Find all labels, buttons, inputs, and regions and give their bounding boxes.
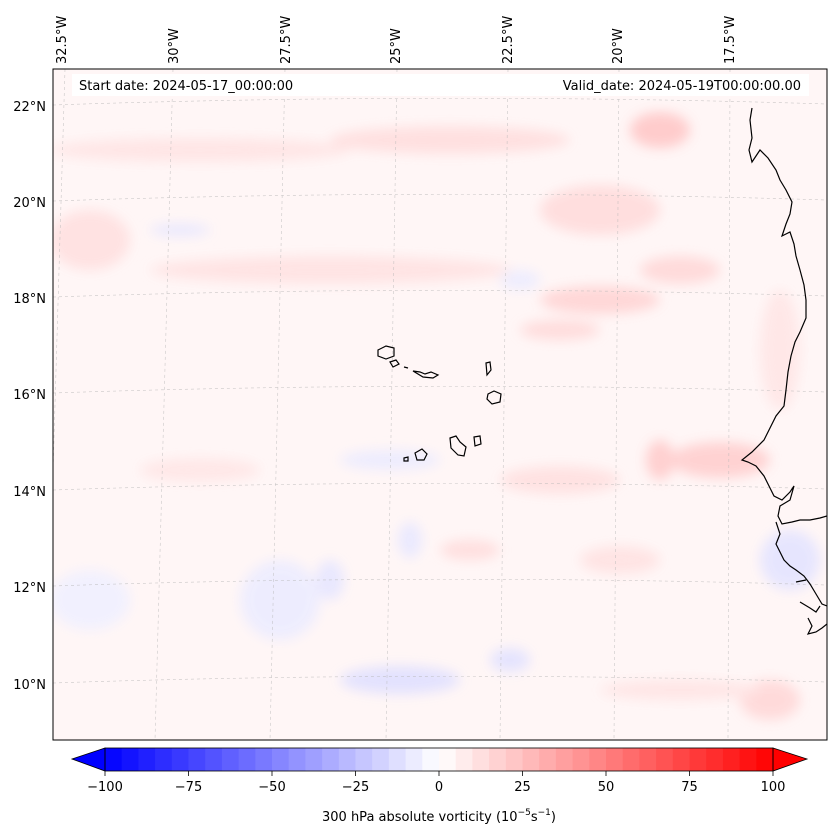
colorbar-segment bbox=[606, 748, 624, 771]
colorbar-ticks: −100 −75 −50 −25 0 25 50 75 100 bbox=[87, 771, 785, 795]
colorbar-segment bbox=[255, 748, 273, 771]
colorbar-segment bbox=[205, 748, 223, 771]
colorbar-segment bbox=[155, 748, 173, 771]
colorbar-segment bbox=[138, 748, 156, 771]
colorbar-segments bbox=[105, 748, 774, 771]
colorbar-segment bbox=[639, 748, 657, 771]
colorbar-segment bbox=[472, 748, 490, 771]
colorbar-segment bbox=[272, 748, 290, 771]
lon-label-22-5w: 22.5°W bbox=[501, 16, 516, 64]
lat-label-20n: 20°N bbox=[13, 196, 46, 211]
lon-label-32-5w: 32.5°W bbox=[55, 16, 70, 64]
lon-label-17-5w: 17.5°W bbox=[723, 16, 738, 64]
colorbar: −100 −75 −50 −25 0 25 50 75 100 300 hPa absolute… bbox=[70, 747, 809, 825]
colorbar-segment bbox=[171, 748, 189, 771]
island-maio bbox=[473, 435, 482, 447]
west-africa-coastline bbox=[740, 107, 827, 635]
colorbar-segment bbox=[589, 748, 607, 771]
colorbar-segment bbox=[305, 748, 323, 771]
colorbar-tick-label: 100 bbox=[761, 780, 786, 795]
colorbar-segment bbox=[706, 748, 724, 771]
lon-label-27-5w: 27.5°W bbox=[279, 16, 294, 64]
latitude-labels: 22°N 20°N 18°N 16°N 14°N 12°N 10°N bbox=[13, 100, 46, 693]
valid-date-label: Valid_date: 2024-05-19T00:00:00.00 bbox=[563, 79, 801, 94]
colorbar-segment bbox=[422, 748, 440, 771]
cape-verde-islands bbox=[377, 345, 502, 462]
island-sao-vicente bbox=[389, 359, 400, 368]
colorbar-segment bbox=[622, 748, 640, 771]
colorbar-segment bbox=[722, 748, 740, 771]
colorbar-segment bbox=[338, 748, 356, 771]
colorbar-segment bbox=[121, 748, 139, 771]
gridlines bbox=[53, 69, 827, 740]
island-santiago bbox=[449, 435, 467, 457]
lat-label-16n: 16°N bbox=[13, 388, 46, 403]
lat-label-14n: 14°N bbox=[13, 485, 46, 500]
colorbar-segment bbox=[756, 748, 774, 771]
map-panel bbox=[53, 69, 827, 740]
island-sal bbox=[485, 361, 492, 377]
colorbar-segment bbox=[388, 748, 406, 771]
colorbar-segment bbox=[572, 748, 590, 771]
colorbar-tick-label: −100 bbox=[87, 780, 123, 795]
colorbar-tick-label: 25 bbox=[514, 780, 531, 795]
map-frame bbox=[52, 68, 828, 741]
lat-label-12n: 12°N bbox=[13, 581, 46, 596]
lat-label-10n: 10°N bbox=[13, 678, 46, 693]
colorbar-extend-min bbox=[70, 747, 106, 772]
colorbar-tick-label: −50 bbox=[258, 780, 285, 795]
colorbar-segment bbox=[672, 748, 690, 771]
colorbar-tick-label: −75 bbox=[175, 780, 202, 795]
colorbar-tick-label: 50 bbox=[598, 780, 615, 795]
colorbar-segment bbox=[221, 748, 239, 771]
island-brava bbox=[403, 456, 409, 462]
colorbar-segment bbox=[288, 748, 306, 771]
colorbar-segment bbox=[539, 748, 557, 771]
lat-label-18n: 18°N bbox=[13, 292, 46, 307]
colorbar-segment bbox=[372, 748, 390, 771]
colorbar-segment bbox=[455, 748, 473, 771]
colorbar-segment bbox=[439, 748, 457, 771]
colorbar-segment bbox=[355, 748, 373, 771]
lat-label-22n: 22°N bbox=[13, 100, 46, 115]
island-santa-luzia bbox=[403, 366, 409, 369]
colorbar-segment bbox=[555, 748, 573, 771]
colorbar-extend-max bbox=[772, 747, 809, 772]
island-fogo bbox=[414, 448, 428, 461]
map-background bbox=[53, 69, 827, 740]
colorbar-segment bbox=[322, 748, 340, 771]
vorticity-field bbox=[53, 112, 820, 720]
colorbar-label: 300 hPa absolute vorticity (10−5s−1) bbox=[322, 808, 556, 825]
colorbar-segment bbox=[405, 748, 423, 771]
colorbar-segment bbox=[522, 748, 540, 771]
lon-label-25w: 25°W bbox=[389, 28, 404, 64]
colorbar-segment bbox=[489, 748, 507, 771]
colorbar-segment bbox=[238, 748, 256, 771]
colorbar-segment bbox=[505, 748, 523, 771]
colorbar-tick-label: 0 bbox=[435, 780, 443, 795]
colorbar-segment bbox=[188, 748, 206, 771]
header-banner bbox=[72, 74, 809, 96]
longitude-labels: 32.5°W 30°W 27.5°W 25°W 22.5°W 20°W 17.5… bbox=[55, 16, 738, 64]
colorbar-segment bbox=[739, 748, 757, 771]
start-date-label: Start date: 2024-05-17_00:00:00 bbox=[79, 79, 293, 94]
colorbar-segment bbox=[689, 748, 707, 771]
colorbar-segment bbox=[656, 748, 674, 771]
island-santo-antao bbox=[377, 345, 395, 360]
lon-label-20w: 20°W bbox=[611, 28, 626, 64]
colorbar-tick-label: 75 bbox=[681, 780, 698, 795]
lon-label-30w: 30°W bbox=[167, 28, 182, 64]
colorbar-segment bbox=[105, 748, 123, 771]
island-boa-vista bbox=[486, 390, 502, 405]
colorbar-tick-label: −25 bbox=[342, 780, 369, 795]
island-sao-nicolau bbox=[412, 370, 440, 379]
